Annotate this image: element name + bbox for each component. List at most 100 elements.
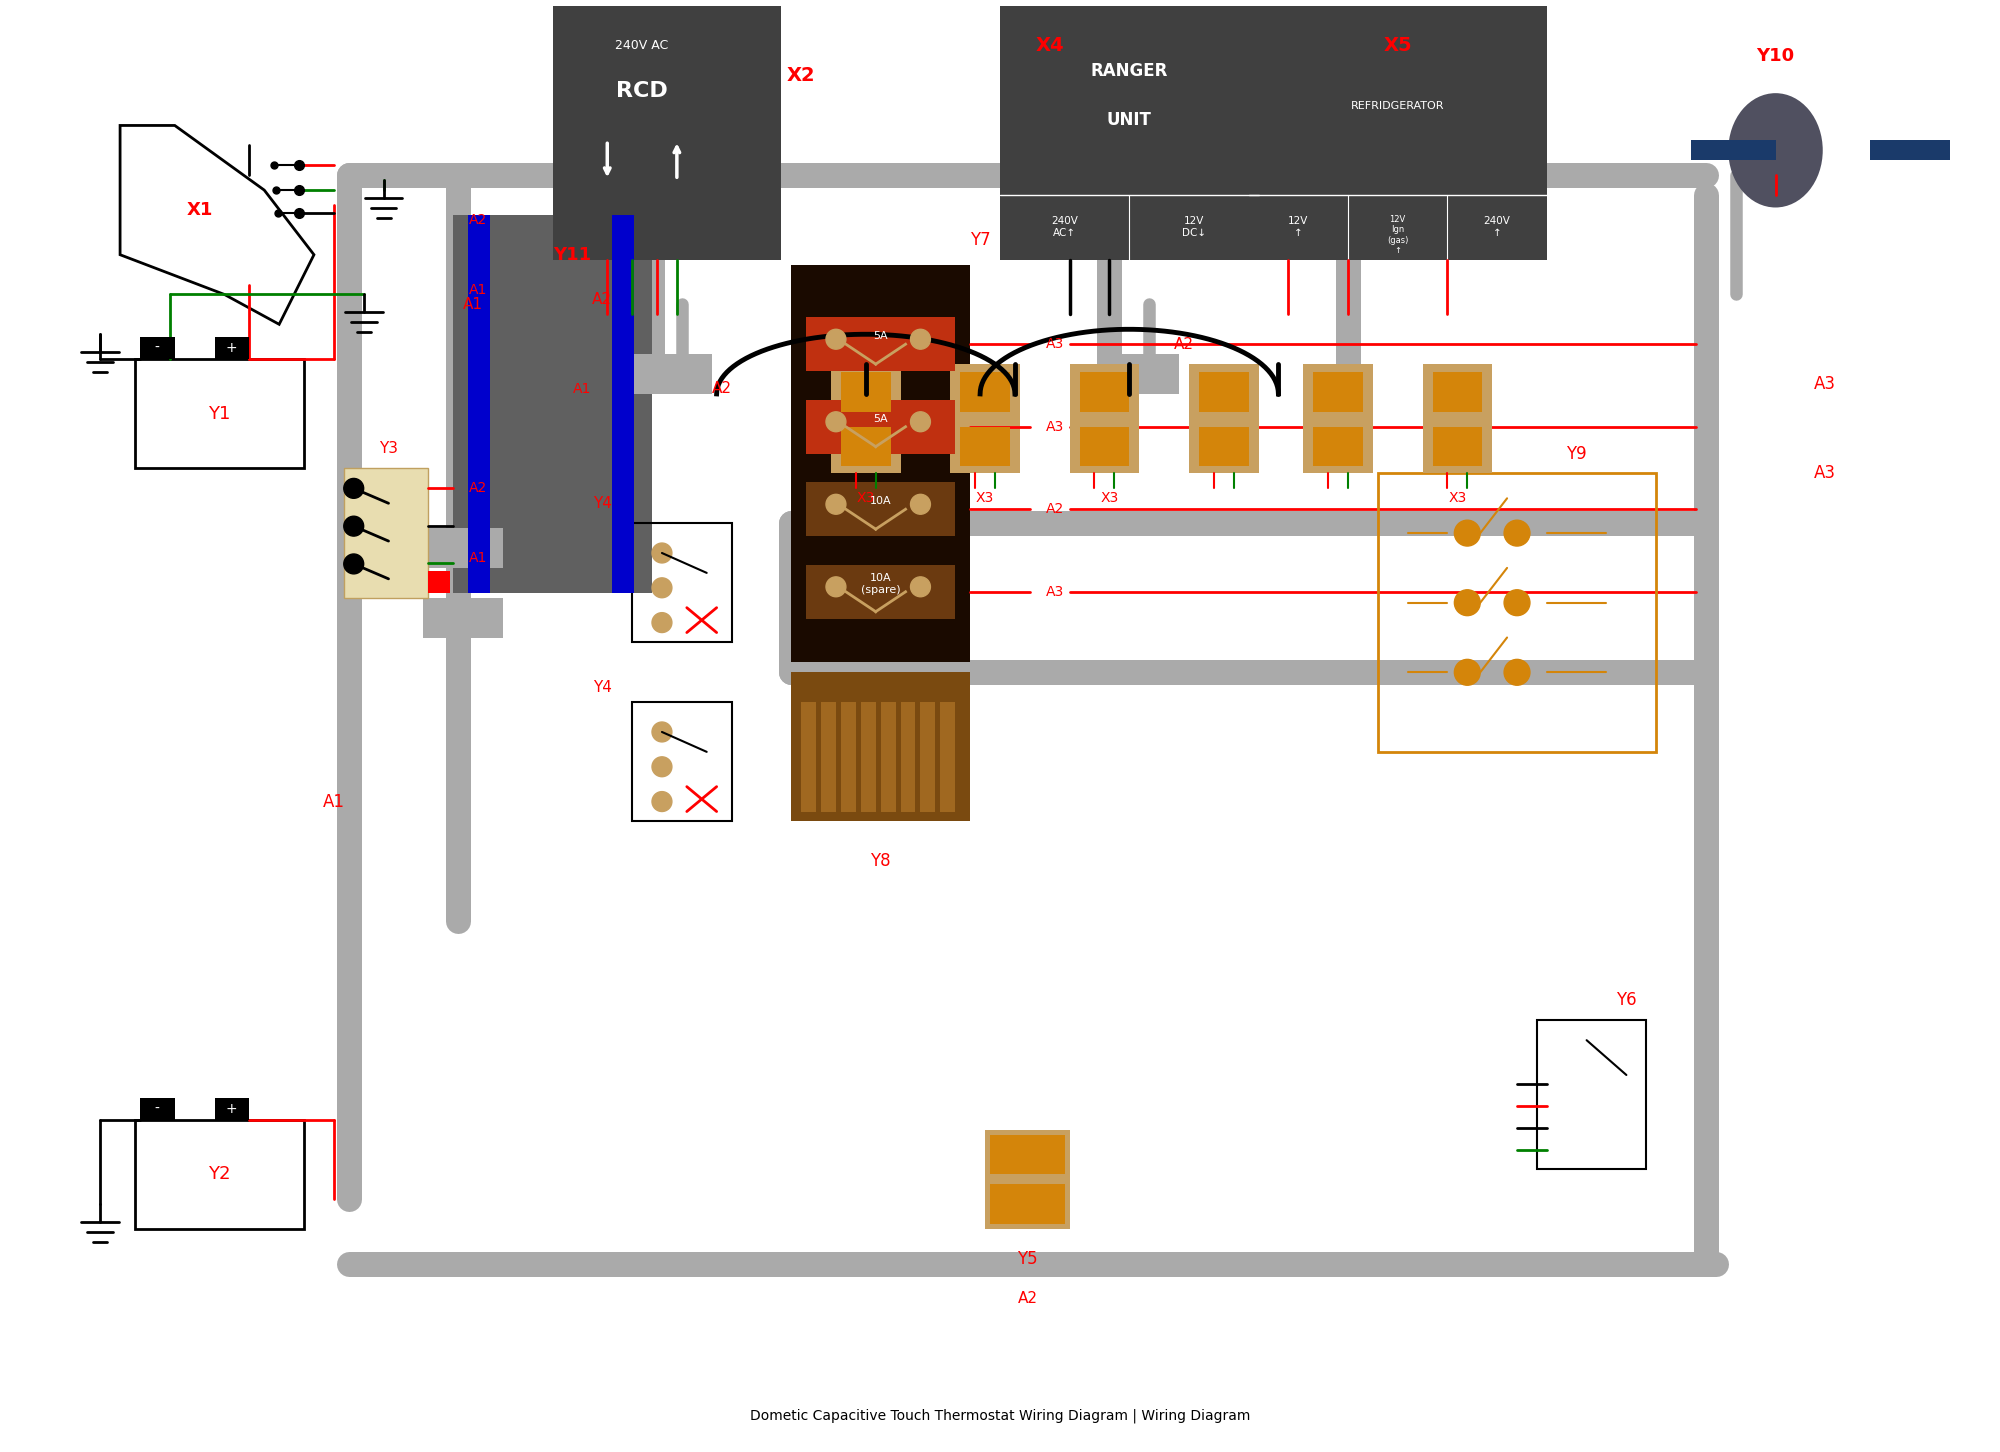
Bar	[806, 399, 956, 453]
Circle shape	[652, 613, 672, 633]
Text: A2: A2	[468, 482, 488, 495]
Circle shape	[826, 494, 846, 514]
Bar	[1080, 427, 1130, 466]
Bar	[1304, 364, 1372, 473]
Text: A2: A2	[712, 382, 732, 396]
Text: X3: X3	[1100, 491, 1118, 505]
Text: 10A: 10A	[870, 497, 892, 507]
Bar	[1314, 427, 1362, 466]
Circle shape	[1504, 659, 1530, 685]
Bar	[1070, 364, 1140, 473]
Text: RCD: RCD	[616, 81, 668, 100]
Circle shape	[652, 756, 672, 777]
Bar	[552, 6, 782, 260]
Text: A3: A3	[1046, 337, 1064, 351]
Bar	[1198, 427, 1248, 466]
Text: Y4: Y4	[592, 680, 612, 694]
Text: A3: A3	[1814, 375, 1836, 393]
Bar	[344, 469, 428, 598]
Text: 240V AC: 240V AC	[616, 39, 668, 52]
Bar	[1000, 6, 1258, 260]
Bar	[990, 1185, 1064, 1224]
Ellipse shape	[1728, 93, 1822, 208]
Bar	[802, 703, 816, 812]
Bar	[880, 703, 896, 812]
Text: +: +	[226, 1102, 238, 1115]
Polygon shape	[120, 125, 314, 324]
Text: A3: A3	[1814, 465, 1836, 482]
Bar	[1692, 141, 1776, 160]
Bar	[792, 672, 970, 822]
Text: 240V
↑: 240V ↑	[1484, 216, 1510, 238]
Text: A1: A1	[464, 296, 484, 312]
Circle shape	[910, 330, 930, 348]
Bar	[428, 571, 450, 592]
Bar	[468, 215, 490, 592]
Bar	[840, 427, 890, 466]
Text: A2: A2	[592, 292, 612, 306]
Bar	[840, 703, 856, 812]
Text: X3: X3	[856, 491, 874, 505]
Text: A1: A1	[468, 550, 488, 565]
Text: UNIT: UNIT	[1106, 112, 1152, 129]
Bar	[632, 354, 712, 393]
Bar	[134, 359, 304, 469]
Bar	[1432, 372, 1482, 412]
Text: A1: A1	[574, 382, 592, 396]
Text: A2: A2	[1046, 502, 1064, 517]
Circle shape	[652, 722, 672, 742]
Text: 5A: 5A	[874, 414, 888, 424]
Text: +: +	[226, 341, 238, 356]
Text: Dometic Capacitive Touch Thermostat Wiring Diagram | Wiring Diagram: Dometic Capacitive Touch Thermostat Wiri…	[750, 1408, 1250, 1423]
Bar	[860, 703, 876, 812]
Bar	[1536, 1021, 1646, 1169]
Text: A3: A3	[1046, 585, 1064, 598]
Bar	[424, 598, 502, 637]
Circle shape	[826, 330, 846, 348]
Bar	[1198, 372, 1248, 412]
Circle shape	[344, 517, 364, 536]
Text: 12V
↑: 12V ↑	[1288, 216, 1308, 238]
Text: 12V
DC↓: 12V DC↓	[1182, 216, 1206, 238]
Circle shape	[910, 412, 930, 431]
Bar	[960, 427, 1010, 466]
Text: REFRIDGERATOR: REFRIDGERATOR	[1350, 100, 1444, 110]
Text: Y1: Y1	[208, 405, 230, 423]
Text: Y11: Y11	[554, 245, 592, 264]
Circle shape	[652, 578, 672, 598]
Text: 10A
(spare): 10A (spare)	[860, 574, 900, 595]
Bar	[140, 1098, 174, 1119]
Bar	[214, 1098, 250, 1119]
Bar	[806, 318, 956, 372]
Text: A2: A2	[1018, 1291, 1038, 1307]
Circle shape	[344, 555, 364, 574]
Bar	[960, 372, 1010, 412]
Bar	[140, 337, 174, 359]
Bar	[1100, 354, 1178, 393]
Bar	[950, 364, 1020, 473]
Bar	[424, 529, 502, 568]
Text: X3: X3	[976, 491, 994, 505]
Bar	[822, 703, 836, 812]
Bar	[806, 565, 956, 619]
Bar	[920, 703, 936, 812]
Circle shape	[652, 791, 672, 812]
Bar	[986, 1130, 1070, 1228]
Bar	[1870, 141, 1950, 160]
Circle shape	[1454, 590, 1480, 616]
Text: -: -	[154, 341, 160, 356]
Text: Y9: Y9	[1566, 444, 1586, 463]
Bar	[1188, 364, 1258, 473]
Text: 5A: 5A	[874, 331, 888, 341]
Bar	[1314, 372, 1362, 412]
Circle shape	[1504, 520, 1530, 546]
Bar	[1248, 6, 1546, 260]
Bar	[612, 215, 634, 592]
Text: Y4: Y4	[592, 495, 612, 511]
Circle shape	[826, 576, 846, 597]
Bar	[1378, 473, 1656, 752]
Text: Y2: Y2	[208, 1166, 230, 1183]
Circle shape	[1454, 520, 1480, 546]
Text: -: -	[154, 1102, 160, 1115]
Bar	[1432, 427, 1482, 466]
